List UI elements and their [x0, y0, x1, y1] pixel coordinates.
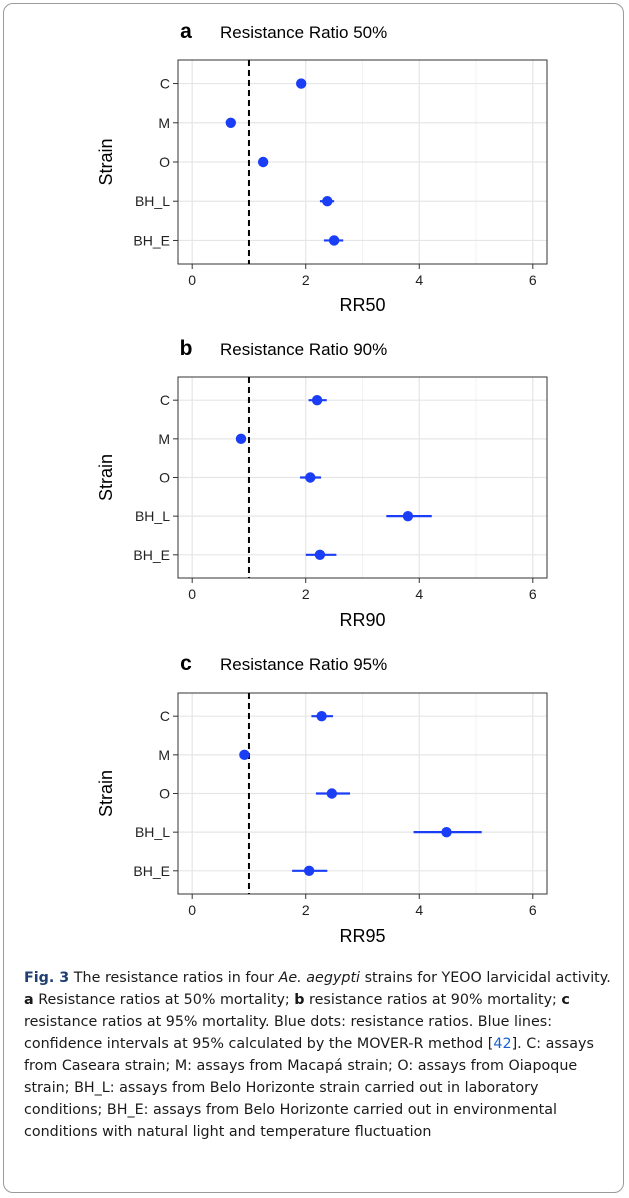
data-point: [239, 750, 249, 760]
x-axis-title: RR50: [339, 295, 385, 315]
y-tick-label: C: [160, 392, 170, 408]
y-tick-label: BH_E: [133, 232, 170, 248]
data-point: [296, 78, 306, 88]
caption-reference-link[interactable]: 42: [493, 1036, 511, 1052]
data-point: [316, 711, 326, 721]
caption-text-1: The resistance ratios in four: [69, 970, 278, 986]
y-tick-label: M: [158, 115, 170, 131]
x-axis-title: RR90: [339, 610, 385, 630]
x-tick-label: 6: [529, 272, 537, 288]
caption-species: Ae. aegypti: [279, 970, 360, 986]
panel-letter: c: [180, 652, 192, 675]
data-point: [305, 472, 315, 482]
data-point: [236, 434, 246, 444]
x-tick-label: 2: [302, 902, 310, 918]
chart-panel-b: C M O BH_L BH_E 0 2 4 6 b Resistance Ratio 90% RR90…: [96, 337, 547, 630]
caption-text-a: Resistance ratios at 50% mortality;: [34, 992, 295, 1008]
x-tick-label: 4: [415, 586, 423, 602]
caption-text-b: resistance ratios at 90% mortality;: [305, 992, 562, 1008]
x-tick-label: 0: [188, 272, 196, 288]
y-tick-label: C: [160, 708, 170, 724]
y-tick-label: BH_L: [135, 193, 170, 209]
data-point: [327, 788, 337, 798]
caption-panel-a: a: [24, 992, 34, 1008]
x-tick-label: 0: [188, 902, 196, 918]
panel-letter: a: [180, 20, 192, 43]
chart-title: Resistance Ratio 50%: [220, 23, 387, 42]
data-point: [329, 235, 339, 245]
y-tick-label: BH_E: [133, 863, 170, 879]
caption-text-2: strains for YEOO larvicidal activity.: [360, 970, 611, 986]
y-axis-title: Strain: [96, 138, 116, 185]
y-tick-label: M: [158, 747, 170, 763]
x-axis-title: RR95: [339, 926, 385, 946]
caption-panel-b: b: [294, 992, 304, 1008]
y-tick-label: O: [159, 470, 170, 486]
y-tick-label: BH_L: [135, 824, 170, 840]
y-tick-label: M: [158, 431, 170, 447]
caption-text-c: resistance ratios at 95% mortality. Blue…: [24, 1014, 552, 1052]
y-axis-title: Strain: [96, 454, 116, 501]
chart-title: Resistance Ratio 95%: [220, 655, 387, 674]
figure-charts: C M O BH_L BH_E 0 2 4 6 a Resistance Ratio 50% RR50…: [0, 0, 629, 960]
data-point: [315, 550, 325, 560]
figure-caption: Fig. 3 The resistance ratios in four Ae.…: [24, 967, 614, 1143]
y-tick-label: O: [159, 786, 170, 802]
data-point: [403, 511, 413, 521]
y-tick-label: O: [159, 154, 170, 170]
chart-panel-a: C M O BH_L BH_E 0 2 4 6 a Resistance Ratio 50% RR50…: [96, 20, 547, 315]
data-point: [304, 866, 314, 876]
data-point: [441, 827, 451, 837]
figure-label: Fig. 3: [24, 970, 69, 986]
chart-panel-c: C M O BH_L BH_E 0 2 4 6 c Resistance Ratio 95% RR95…: [96, 652, 547, 946]
caption-panel-c: c: [561, 992, 569, 1008]
x-tick-label: 4: [415, 272, 423, 288]
data-point: [258, 157, 268, 167]
x-tick-label: 0: [188, 586, 196, 602]
x-tick-label: 6: [529, 902, 537, 918]
data-point: [322, 196, 332, 206]
y-tick-label: BH_E: [133, 547, 170, 563]
x-tick-label: 6: [529, 586, 537, 602]
data-point: [312, 395, 322, 405]
chart-title: Resistance Ratio 90%: [220, 340, 387, 359]
x-tick-label: 4: [415, 902, 423, 918]
data-point: [226, 118, 236, 128]
x-tick-label: 2: [302, 586, 310, 602]
y-tick-label: C: [160, 76, 170, 92]
y-tick-label: BH_L: [135, 508, 170, 524]
y-axis-title: Strain: [96, 770, 116, 817]
x-tick-label: 2: [302, 272, 310, 288]
panel-letter: b: [180, 337, 193, 360]
